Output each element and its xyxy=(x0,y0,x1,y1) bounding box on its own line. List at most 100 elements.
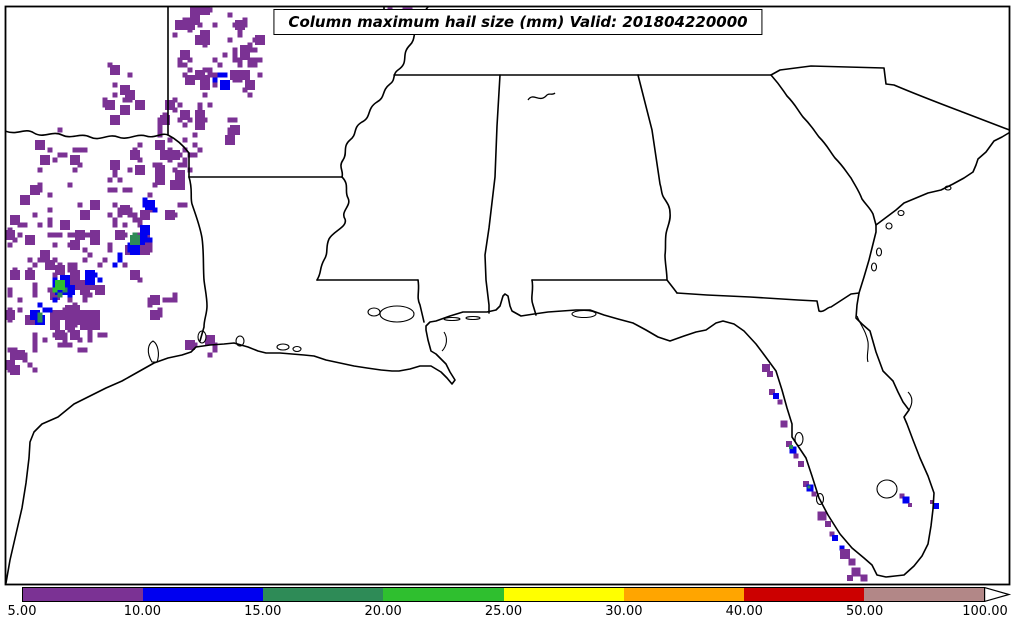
hail-overlay xyxy=(5,6,939,582)
hail-cell-5-10mm xyxy=(786,441,792,447)
hail-cell-5-10mm xyxy=(140,210,150,220)
hail-cell-5-10mm xyxy=(87,252,93,258)
grand-lake xyxy=(276,343,290,351)
hail-cell-5-10mm xyxy=(187,17,193,23)
hail-cell-5-10mm xyxy=(202,67,208,73)
tampa-bay xyxy=(794,431,804,447)
hail-cell-5-10mm xyxy=(52,332,58,338)
hail-cell-5-10mm xyxy=(175,20,185,30)
hail-cell-5-10mm xyxy=(257,57,263,63)
hail-cell-5-10mm xyxy=(177,102,183,108)
hail-cell-5-10mm xyxy=(817,511,827,521)
hail-cell-5-10mm xyxy=(52,157,58,163)
hail-cell-5-10mm xyxy=(137,142,143,148)
hail-cell-5-10mm xyxy=(227,37,233,43)
hail-cell-5-10mm xyxy=(177,117,183,123)
hail-cell-5-10mm xyxy=(237,32,243,38)
hail-cell-5-10mm xyxy=(45,260,55,270)
water-features xyxy=(147,92,952,506)
hail-cell-5-10mm xyxy=(97,262,103,268)
hail-cell-5-10mm xyxy=(37,182,43,188)
hail-cell-5-10mm xyxy=(20,195,30,205)
hail-cell-5-10mm xyxy=(47,147,53,153)
hail-cell-10-15mm xyxy=(933,503,939,509)
hail-cell-5-10mm xyxy=(182,162,188,168)
hail-cell-5-10mm xyxy=(167,157,173,163)
canaveral-lagoon xyxy=(907,391,913,411)
hail-cell-5-10mm xyxy=(32,292,38,298)
colorbar-tick-label: 50.00 xyxy=(846,604,884,619)
hail-cell-5-10mm xyxy=(185,75,195,85)
hail-cell-5-10mm xyxy=(130,150,140,160)
hail-cell-10-15mm xyxy=(92,272,98,278)
hail-cell-5-10mm xyxy=(157,167,163,173)
hail-cell-5-10mm xyxy=(82,257,88,263)
hail-cell-5-10mm xyxy=(90,320,100,330)
hail-cell-5-10mm xyxy=(847,575,853,581)
hail-cell-15-20mm xyxy=(37,317,43,323)
hail-cell-5-10mm xyxy=(793,453,799,459)
hail-cell-5-10mm xyxy=(10,215,20,225)
hail-cell-10-15mm xyxy=(142,202,148,208)
hail-cell-5-10mm xyxy=(72,157,78,163)
hail-cell-5-10mm xyxy=(112,92,118,98)
hail-cell-10-15mm xyxy=(112,262,118,268)
hail-cell-5-10mm xyxy=(107,242,113,248)
hail-cell-5-10mm xyxy=(157,162,163,168)
hail-cell-15-20mm xyxy=(789,445,793,449)
hail-cell-5-10mm xyxy=(762,364,770,372)
hail-cell-5-10mm xyxy=(17,297,23,303)
hail-cell-5-10mm xyxy=(117,177,123,183)
colorbar-tick-label: 10.00 xyxy=(123,604,161,619)
colorbar-segment-50mm xyxy=(863,588,984,601)
sc-sea-island xyxy=(885,222,893,230)
hail-cell-5-10mm xyxy=(160,150,170,160)
hail-cell-5-10mm xyxy=(67,262,73,268)
hail-cell-5-10mm xyxy=(207,352,213,358)
hail-cell-5-10mm xyxy=(237,57,243,63)
al-ga-border xyxy=(637,74,678,294)
hail-cell-5-10mm xyxy=(77,312,83,318)
tx-la-sabine-border xyxy=(188,176,208,342)
hail-cell-5-10mm xyxy=(62,152,68,158)
hail-cell-5-10mm xyxy=(195,110,205,120)
hail-cell-5-10mm xyxy=(7,307,13,313)
hail-cell-5-10mm xyxy=(130,270,140,280)
hail-cell-5-10mm xyxy=(65,305,75,315)
hail-cell-5-10mm xyxy=(212,72,218,78)
hail-cell-5-10mm xyxy=(172,297,178,303)
hail-cell-5-10mm xyxy=(65,320,75,330)
hail-cell-5-10mm xyxy=(77,347,83,353)
hail-cell-5-10mm xyxy=(50,310,60,320)
colorbar-segment-25mm xyxy=(503,588,624,601)
hail-cell-5-10mm xyxy=(212,82,218,88)
hail-cell-5-10mm xyxy=(175,180,185,190)
white-lake xyxy=(292,345,302,353)
hail-cell-5-10mm xyxy=(245,80,255,90)
colorbar-tick-label: 25.00 xyxy=(484,604,523,619)
hail-cell-5-10mm xyxy=(150,310,160,320)
hail-cell-5-10mm xyxy=(185,340,195,350)
hail-cell-5-10mm xyxy=(860,574,868,582)
hail-cell-5-10mm xyxy=(122,187,128,193)
sc-sea-island xyxy=(897,209,905,217)
hail-cell-5-10mm xyxy=(777,399,783,405)
hail-cell-5-10mm xyxy=(767,371,773,377)
hail-cell-5-10mm xyxy=(187,167,193,173)
hail-cell-5-10mm xyxy=(35,140,45,150)
ga-sea-island xyxy=(870,262,878,272)
colorbar-segment-20mm xyxy=(383,588,504,601)
hail-cell-5-10mm xyxy=(232,117,238,123)
hail-cell-5-10mm xyxy=(105,100,115,110)
hail-cell-5-10mm xyxy=(112,167,118,173)
hail-cell-5-10mm xyxy=(47,207,53,213)
hail-cell-10-15mm xyxy=(52,297,58,303)
hail-cell-15-20mm xyxy=(807,485,811,489)
hail-cell-5-10mm xyxy=(122,262,128,268)
ms-al-border xyxy=(484,74,501,314)
hail-cell-5-10mm xyxy=(87,332,93,338)
tx-ok-red-river-border xyxy=(5,130,190,154)
hail-cell-5-10mm xyxy=(7,242,13,248)
hail-cell-5-10mm xyxy=(7,347,13,353)
hail-cell-5-10mm xyxy=(75,230,85,240)
